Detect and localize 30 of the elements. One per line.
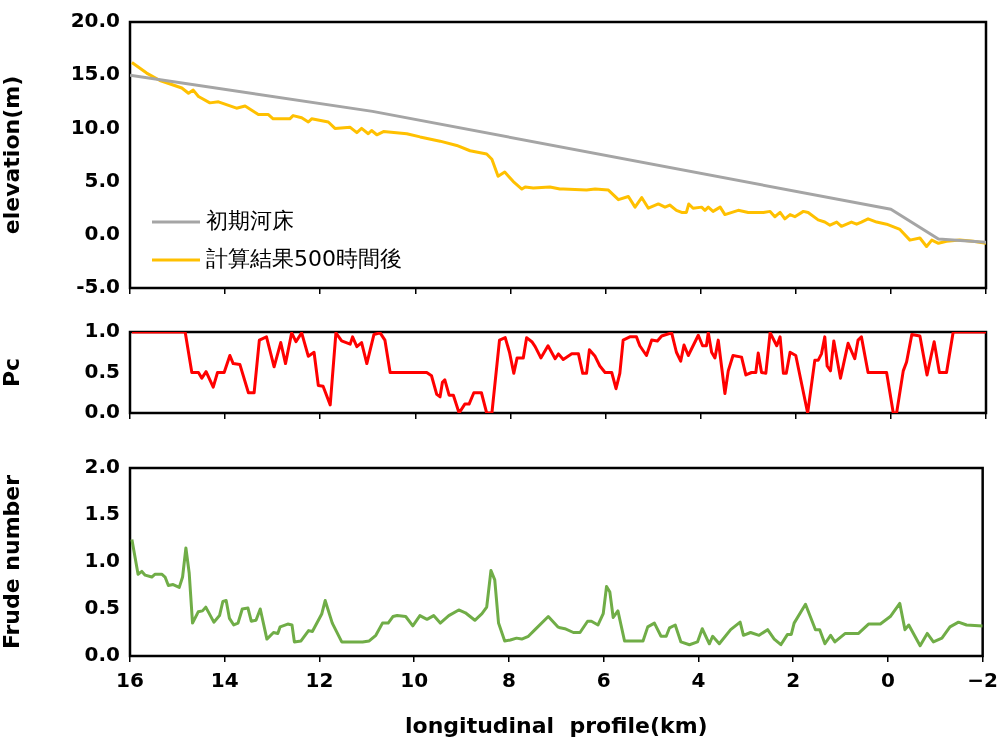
legend-label: 計算結果500時間後	[206, 245, 402, 271]
y-tick-label: 2.0	[84, 454, 120, 479]
x-tick-label: −2	[967, 668, 999, 693]
y-tick-label: 0.5	[84, 358, 120, 383]
x-tick-label: 14	[210, 668, 239, 693]
y-tick-label: 1.5	[84, 501, 120, 526]
y-tick-label: 0.0	[84, 221, 120, 245]
x-tick-label: 12	[305, 668, 334, 693]
x-tick-label: 0	[880, 668, 895, 693]
y-tick-label: 15.0	[70, 61, 120, 86]
y-tick-label: 20.0	[70, 8, 120, 33]
x-tick-label: 8	[502, 668, 516, 693]
x-tick-label: 10	[400, 668, 429, 693]
y-axis-title: Pc	[0, 357, 24, 388]
legend-label: 初期河床	[206, 207, 294, 233]
x-tick-label: 16	[116, 668, 144, 693]
x-tick-label: 6	[596, 668, 611, 693]
y-tick-label: 0.0	[84, 399, 120, 424]
y-tick-label: 10.0	[70, 114, 120, 139]
x-tick-label: 4	[691, 668, 706, 693]
y-tick-label: 1.0	[84, 318, 120, 343]
x-tick-label: 2	[786, 668, 801, 693]
y-tick-label: 0.0	[84, 642, 120, 667]
y-tick-label: 1.0	[84, 548, 120, 573]
y-tick-label: 5.0	[84, 167, 120, 192]
y-tick-label: 0.5	[84, 595, 120, 620]
x-axis-title: longitudinal profile(km)	[405, 712, 708, 738]
y-axis-title: Frude number	[0, 474, 24, 650]
y-tick-label: -5.0	[76, 274, 120, 299]
y-axis-title: elevation(m)	[0, 75, 24, 235]
